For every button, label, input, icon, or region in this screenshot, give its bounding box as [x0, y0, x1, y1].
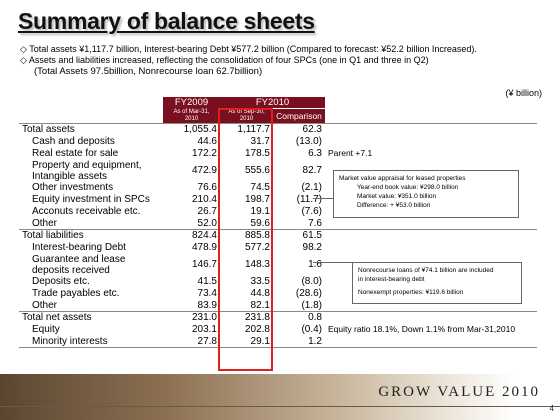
callout-pointer: [313, 262, 353, 263]
footer-band: [0, 374, 560, 420]
footer-divider: [0, 406, 560, 407]
header-fy2009: FY2009: [163, 97, 220, 109]
summary-bullets: ◇ Total assets ¥1,117.7 billion, Interes…: [20, 44, 477, 77]
table-row: Deposits etc. 41.5 33.5 (8.0): [32, 276, 322, 287]
bullet-spc-detail: (Total Assets 97.5billion, Nonrecourse l…: [34, 66, 263, 77]
page-number: 4: [549, 404, 554, 413]
table-row: Acconuts receivable etc. 26.7 19.1 (7.6): [32, 206, 322, 217]
table-row: Other 83.9 82.1 (1.8): [32, 299, 322, 311]
table-row: Trade payables etc. 73.4 44.8 (28.6): [32, 288, 322, 299]
bullet-spc-consolidation: ◇ Assets and liabilities increased, refl…: [20, 55, 429, 65]
callout-pointer: [313, 198, 333, 199]
table-row: Equity 203.1 202.8 (0.4) Equity ratio 18…: [19, 324, 537, 336]
table-row: Total liabilities 824.4 885.8 61.5: [19, 229, 537, 242]
header-sep-30: As of Sep-30, 2010: [220, 108, 273, 124]
header-comparison: Comparison: [273, 108, 325, 124]
table-row: Total assets 1,055.4 1,117.7 62.3: [19, 123, 537, 136]
equity-ratio-note: Equity ratio 18.1%, Down 1.1% from Mar-3…: [328, 324, 516, 334]
header-mar-31: As of Mar-31, 2010: [163, 108, 220, 124]
unit-label: (¥ billion): [505, 88, 542, 98]
nonrecourse-callout: Nonrecourse loans of ¥74.1 billion are i…: [352, 262, 522, 304]
page-title: Summary of balance sheets: [18, 8, 315, 34]
market-value-callout: Market value appraisal for leased proper…: [333, 170, 519, 218]
table-row: Other 52.0 59.6 7.6: [32, 217, 322, 229]
table-row: Interest-bearing Debt 478.9 577.2 98.2: [32, 242, 322, 253]
brand-slogan: GROW VALUE 2010: [378, 384, 540, 400]
table-header-row: FY2009 FY2010: [19, 97, 537, 109]
table-row: Minority interests 27.8 29.1 1.2: [19, 335, 537, 348]
table-row: Cash and deposits 44.6 31.7 (13.0): [32, 136, 322, 147]
table-row: Real estate for sale 172.2 178.5 6.3 Par…: [19, 148, 537, 160]
real-estate-note: Parent +7.1: [328, 148, 373, 158]
table-row: Guarantee and lease deposits received 146…: [32, 253, 322, 276]
balance-sheet-table: FY2009 FY2010 As of Mar-31, 2010 As of Se…: [19, 97, 537, 348]
table-subheader-row: As of Mar-31, 2010 As of Sep-30, 2010 Comp…: [19, 108, 537, 124]
bullet-total-assets: ◇ Total assets ¥1,117.7 billion, Interes…: [20, 44, 477, 54]
table-row: Property and equipment, Intangible assets…: [32, 159, 322, 182]
table-row: Equity investment in SPCs 210.4 198.7 (1…: [32, 194, 322, 205]
header-fy2010: FY2010: [220, 97, 325, 109]
table-row: Total net assets 231.0 231.8 0.8: [19, 311, 537, 324]
table-row: Other investments 76.6 74.5 (2.1): [32, 182, 322, 193]
